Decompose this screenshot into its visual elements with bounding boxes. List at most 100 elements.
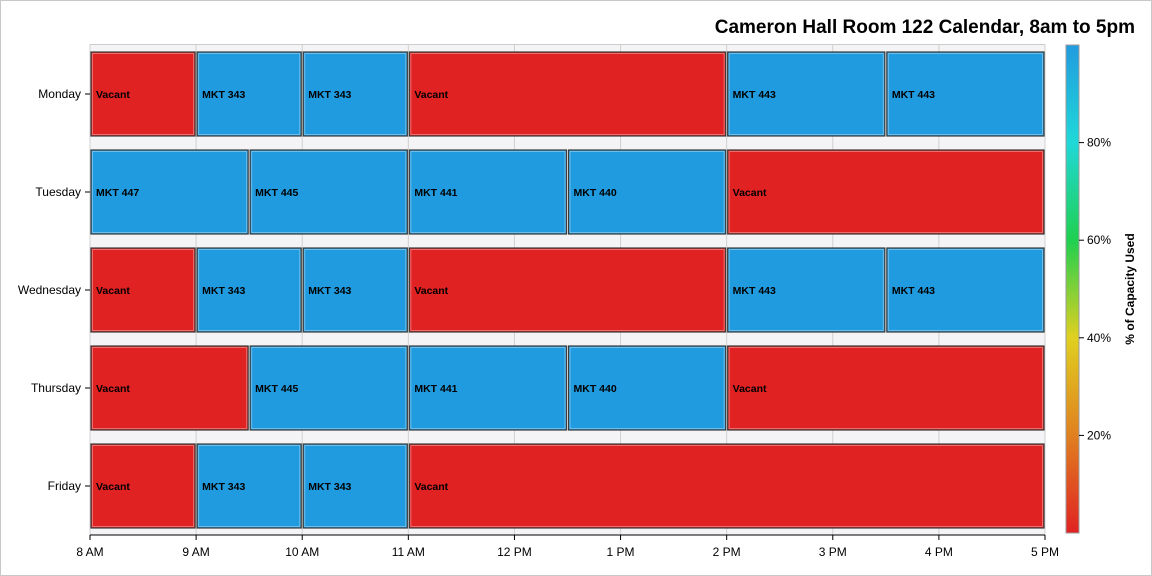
event-bar-highlight	[569, 347, 725, 429]
event-label: MKT 443	[733, 89, 776, 101]
y-tick-label: Friday	[48, 479, 81, 493]
event-bar-highlight	[251, 151, 407, 233]
event-bar-highlight	[887, 53, 1043, 135]
event-bar	[249, 345, 408, 431]
event-bar-highlight	[92, 347, 248, 429]
event-bar	[727, 149, 1045, 235]
x-tick-label: 8 AM	[76, 545, 103, 559]
event-bar-highlight	[728, 151, 1044, 233]
x-tick-label: 3 PM	[819, 545, 847, 559]
y-tick-label: Monday	[38, 87, 81, 101]
event-bar-highlight	[887, 249, 1043, 331]
colorbar-legend: 20% 40% 60% 80% % of Capacity Used	[1065, 44, 1137, 534]
event-label: MKT 343	[202, 89, 245, 101]
event-bar-highlight	[92, 151, 248, 233]
event-bar	[196, 443, 302, 529]
event-bar	[302, 443, 408, 529]
event-bar	[408, 51, 727, 137]
event-bar-highlight	[304, 53, 407, 135]
event-label: MKT 440	[574, 383, 617, 395]
x-tick-label: 11 AM	[392, 545, 425, 559]
event-bar	[249, 149, 408, 235]
event-bar	[567, 149, 727, 235]
event-bar-highlight	[410, 249, 725, 331]
event-label: Vacant	[733, 187, 767, 199]
event-label: Vacant	[414, 89, 448, 101]
event-label: MKT 343	[202, 481, 245, 493]
y-tick-label: Tuesday	[35, 185, 81, 199]
event-label: MKT 440	[574, 187, 617, 199]
event-bar	[727, 247, 886, 333]
event-bar-highlight	[198, 445, 301, 527]
event-label: Vacant	[96, 383, 130, 395]
event-label: MKT 443	[733, 285, 776, 297]
event-bar-highlight	[728, 347, 1044, 429]
event-bar-highlight	[198, 249, 301, 331]
event-bar-highlight	[251, 347, 407, 429]
event-label: Vacant	[414, 285, 448, 297]
event-bar	[567, 345, 727, 431]
event-label: MKT 441	[414, 187, 457, 199]
event-bar	[408, 345, 568, 431]
event-label: MKT 445	[255, 187, 298, 199]
event-bar-highlight	[410, 151, 566, 233]
event-bar-highlight	[569, 151, 725, 233]
event-bar-highlight	[92, 53, 195, 135]
y-tick-label: Thursday	[31, 381, 81, 395]
event-bar-highlight	[304, 249, 407, 331]
event-bar	[408, 149, 568, 235]
event-label: MKT 343	[308, 89, 351, 101]
event-label: MKT 441	[414, 383, 457, 395]
event-bar	[90, 443, 196, 529]
event-bar	[196, 247, 302, 333]
y-tick-label: Wednesday	[18, 283, 81, 297]
event-bar-highlight	[410, 53, 725, 135]
event-bar	[727, 51, 886, 137]
x-tick-label: 10 AM	[285, 545, 319, 559]
colorbar-tick-label: 40%	[1087, 331, 1111, 345]
event-bar	[90, 149, 249, 235]
event-label: Vacant	[96, 285, 130, 297]
event-label: MKT 445	[255, 383, 298, 395]
event-bar-highlight	[92, 445, 195, 527]
event-label: MKT 343	[202, 285, 245, 297]
colorbar-tick-label: 80%	[1087, 136, 1111, 150]
colorbar-tick-label: 60%	[1087, 233, 1111, 247]
plot-area: Vacant MKT 343 MKT 343 Vacant MKT 443 MKT 443…	[18, 44, 1059, 559]
event-bar	[727, 345, 1045, 431]
event-bar	[302, 247, 408, 333]
event-label: Vacant	[733, 383, 767, 395]
event-bar	[90, 345, 249, 431]
event-bar	[90, 247, 196, 333]
event-bar	[90, 51, 196, 137]
event-bar	[196, 51, 302, 137]
event-bar-highlight	[92, 249, 195, 331]
colorbar-tick-label: 20%	[1087, 428, 1111, 442]
chart-title: Cameron Hall Room 122 Calendar, 8am to 5…	[715, 17, 1135, 38]
x-tick-label: 4 PM	[925, 545, 953, 559]
event-bar-highlight	[304, 445, 407, 527]
event-label: MKT 443	[892, 285, 935, 297]
event-label: Vacant	[96, 89, 130, 101]
event-bar	[886, 51, 1045, 137]
event-label: Vacant	[96, 481, 130, 493]
colorbar-bar	[1065, 44, 1080, 534]
colorbar-title: % of Capacity Used	[1123, 233, 1137, 344]
x-tick-label: 1 PM	[607, 545, 635, 559]
x-tick-label: 9 AM	[182, 545, 209, 559]
x-tick-label: 12 PM	[497, 545, 532, 559]
event-label: MKT 443	[892, 89, 935, 101]
event-bar-highlight	[198, 53, 301, 135]
event-label: MKT 343	[308, 285, 351, 297]
event-bar	[408, 443, 1045, 529]
x-tick-label: 2 PM	[713, 545, 741, 559]
event-bar	[302, 51, 408, 137]
event-bar-highlight	[728, 249, 884, 331]
event-label: Vacant	[414, 481, 448, 493]
event-bar	[886, 247, 1045, 333]
event-label: MKT 343	[308, 481, 351, 493]
x-tick-label: 5 PM	[1031, 545, 1059, 559]
event-bar	[408, 247, 727, 333]
event-bar-highlight	[410, 347, 566, 429]
